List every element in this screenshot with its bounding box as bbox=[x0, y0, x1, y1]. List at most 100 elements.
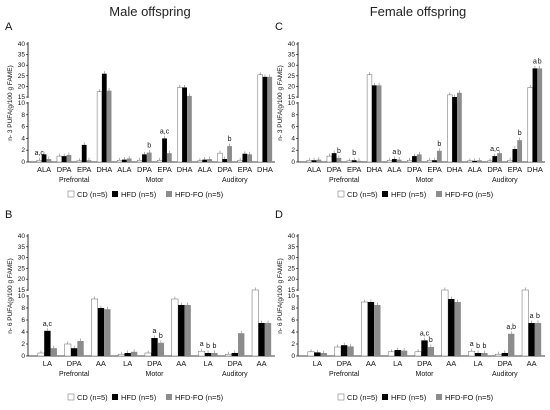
y-tick-label: 8 bbox=[21, 112, 25, 119]
significance-label: a bbox=[153, 328, 157, 335]
category-label: DPA bbox=[217, 165, 232, 174]
y-tick-label: 4 bbox=[21, 135, 25, 142]
bar bbox=[472, 160, 478, 162]
bar bbox=[427, 347, 435, 356]
legend-swatch bbox=[382, 394, 388, 400]
legend-swatch bbox=[67, 393, 75, 401]
y-tick-label: 25 bbox=[288, 73, 296, 80]
bar bbox=[448, 299, 455, 356]
bar bbox=[331, 153, 337, 162]
bar bbox=[361, 301, 369, 357]
bar bbox=[468, 350, 476, 357]
category-label: DHA bbox=[366, 165, 382, 174]
y-tick-label: 6 bbox=[21, 317, 25, 324]
y-tick-label: 8 bbox=[291, 112, 295, 119]
significance-label: b bbox=[518, 130, 522, 137]
bar bbox=[336, 157, 342, 162]
group-label: Motor bbox=[416, 177, 435, 184]
bar bbox=[204, 353, 212, 356]
group-label: Auditory bbox=[222, 371, 248, 378]
category-label: AA bbox=[366, 359, 376, 368]
category-label: LA bbox=[473, 359, 482, 368]
group-label: Prefrontal bbox=[59, 371, 90, 378]
y-tick-label: 25 bbox=[18, 265, 26, 272]
y-tick-label: 20 bbox=[288, 83, 296, 90]
bar bbox=[86, 160, 92, 162]
y-tick-label: 10 bbox=[288, 293, 296, 300]
category-label: DHA bbox=[257, 165, 273, 174]
category-label: DPA bbox=[57, 165, 72, 174]
bar bbox=[121, 159, 127, 162]
bar bbox=[374, 305, 381, 356]
significance-label: b bbox=[437, 141, 441, 148]
significance-label: b bbox=[536, 313, 540, 320]
significance-label: b bbox=[397, 150, 401, 157]
category-label: EPA bbox=[347, 165, 361, 174]
category-label: DPA bbox=[67, 359, 82, 368]
bar bbox=[64, 343, 72, 357]
bar bbox=[211, 353, 218, 356]
y-tick-label: 35 bbox=[288, 244, 296, 251]
category-label: ALA bbox=[387, 165, 401, 174]
y-axis-label: n- 6 PUFA(g/100 g FAME) bbox=[277, 258, 284, 334]
bar bbox=[441, 289, 449, 357]
bar bbox=[231, 353, 239, 356]
y-tick-label: 30 bbox=[288, 255, 296, 262]
bar bbox=[197, 160, 203, 163]
bar bbox=[157, 159, 163, 163]
significance-label: b bbox=[482, 343, 486, 350]
category-label: DPA bbox=[497, 359, 512, 368]
significance-label: a bbox=[530, 313, 534, 320]
significance-label: a,c bbox=[490, 146, 500, 153]
bar bbox=[528, 323, 535, 356]
bar bbox=[225, 353, 232, 357]
bar bbox=[508, 333, 515, 356]
bar bbox=[242, 153, 248, 162]
bar bbox=[77, 341, 84, 356]
bar bbox=[97, 308, 105, 356]
y-tick-label: 15 bbox=[18, 287, 26, 294]
bar bbox=[501, 353, 509, 356]
y-tick-label: 6 bbox=[291, 317, 295, 324]
panel-label: A bbox=[5, 21, 13, 33]
significance-label: a bbox=[392, 149, 396, 156]
bar bbox=[387, 351, 395, 357]
significance-label: b bbox=[206, 343, 210, 350]
y-tick-label: 2 bbox=[21, 341, 25, 348]
y-tick-label: 2 bbox=[291, 341, 295, 348]
bar bbox=[106, 90, 112, 162]
significance-label: a,b bbox=[506, 324, 516, 331]
category-label: AA bbox=[527, 359, 537, 368]
bar bbox=[237, 159, 243, 163]
bar bbox=[182, 87, 188, 162]
significance-label: b bbox=[429, 337, 433, 344]
bar bbox=[356, 160, 362, 162]
bar bbox=[262, 76, 268, 162]
bar bbox=[264, 323, 272, 356]
bar bbox=[124, 353, 131, 356]
bar bbox=[334, 346, 342, 357]
y-tick-label: 20 bbox=[18, 276, 26, 283]
bar bbox=[517, 140, 523, 162]
significance-label: b bbox=[352, 150, 356, 157]
bar bbox=[367, 302, 375, 356]
significance-label: a bbox=[470, 341, 474, 348]
category-label: DPA bbox=[327, 165, 342, 174]
bar bbox=[351, 160, 357, 162]
bar bbox=[171, 298, 179, 357]
bar bbox=[91, 298, 99, 357]
category-label: DPA bbox=[337, 359, 352, 368]
group-label: Prefrontal bbox=[329, 177, 360, 184]
y-tick-label: 4 bbox=[21, 329, 25, 336]
legend-label: HFD-FO (n=5) bbox=[445, 190, 494, 199]
legend-swatch bbox=[112, 394, 118, 400]
bar bbox=[492, 156, 498, 162]
bar bbox=[396, 159, 402, 162]
y-tick-label: 40 bbox=[288, 233, 296, 240]
group-label: Auditory bbox=[222, 177, 248, 184]
axis-break bbox=[25, 98, 275, 102]
legend-label: HFD-FO (n=5) bbox=[175, 393, 224, 402]
bar bbox=[320, 353, 327, 356]
legend-swatch bbox=[337, 190, 345, 198]
